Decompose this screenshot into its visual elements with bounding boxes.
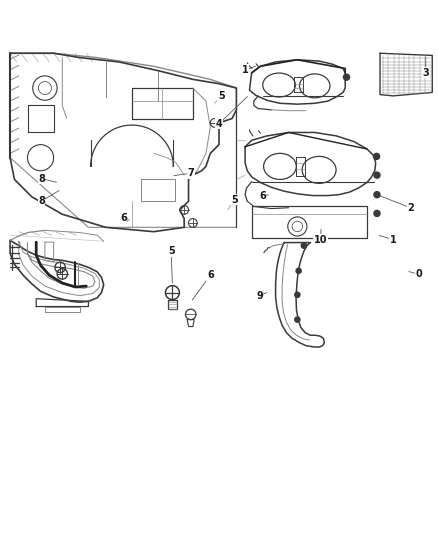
Circle shape <box>374 172 380 178</box>
Text: 10: 10 <box>314 235 327 245</box>
Circle shape <box>374 192 380 198</box>
Text: 6: 6 <box>259 191 266 200</box>
Circle shape <box>295 292 300 297</box>
Circle shape <box>295 317 300 322</box>
Text: 1: 1 <box>242 65 248 75</box>
Circle shape <box>343 74 350 80</box>
Circle shape <box>374 211 380 216</box>
Circle shape <box>374 154 380 159</box>
Text: 5: 5 <box>168 246 174 256</box>
Text: 8: 8 <box>38 196 45 206</box>
Text: 5: 5 <box>231 195 237 205</box>
Text: 0: 0 <box>416 269 423 279</box>
Text: 9: 9 <box>256 291 263 301</box>
Text: 6: 6 <box>207 270 214 280</box>
Circle shape <box>301 243 307 248</box>
Text: 7: 7 <box>187 168 194 179</box>
Text: 8: 8 <box>38 174 45 183</box>
Text: 4: 4 <box>215 119 223 129</box>
Text: 2: 2 <box>407 203 414 213</box>
Circle shape <box>296 268 301 273</box>
Text: 1: 1 <box>390 235 396 245</box>
Text: 5: 5 <box>218 91 225 101</box>
Text: 3: 3 <box>422 68 429 78</box>
Text: 6: 6 <box>120 213 127 223</box>
